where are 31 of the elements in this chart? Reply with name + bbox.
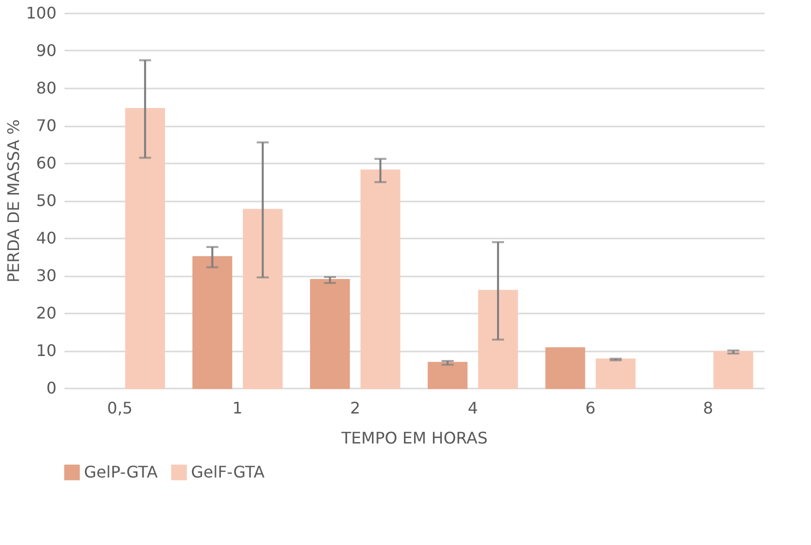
bar bbox=[360, 170, 400, 389]
bar bbox=[478, 290, 518, 389]
y-tick-label: 60 bbox=[36, 154, 56, 172]
bar bbox=[545, 347, 586, 389]
bar bbox=[713, 351, 754, 389]
y-tick-label: 20 bbox=[36, 304, 56, 322]
y-tick-label: 40 bbox=[36, 228, 56, 248]
x-tick-label: 8 bbox=[703, 398, 714, 418]
x-tick-label: 4 bbox=[468, 398, 478, 418]
y-tick-label: 0 bbox=[46, 378, 56, 398]
y-axis-title: PERDA DE MASSA % bbox=[4, 119, 23, 283]
y-tick-label: 100 bbox=[26, 4, 56, 22]
x-tick-label: 1 bbox=[232, 398, 243, 418]
x-tick-label: 0,5 bbox=[107, 398, 133, 418]
legend-label: GelF-GTA bbox=[191, 462, 265, 482]
y-tick-label: 90 bbox=[36, 41, 56, 60]
y-tick-label: 70 bbox=[36, 116, 56, 135]
x-axis-title: TEMPO EM HORAS bbox=[340, 428, 488, 448]
y-tick-label: 10 bbox=[36, 341, 56, 360]
legend-label: GelP-GTA bbox=[84, 462, 158, 482]
bar bbox=[428, 362, 468, 389]
bar bbox=[310, 279, 350, 389]
bar bbox=[192, 256, 232, 389]
bar bbox=[125, 108, 165, 389]
x-tick-label: 6 bbox=[585, 398, 596, 418]
y-tick-label: 30 bbox=[36, 266, 56, 285]
y-tick-label: 50 bbox=[36, 191, 56, 210]
x-tick-label: 2 bbox=[350, 398, 360, 418]
y-tick-label: 80 bbox=[36, 78, 56, 98]
bar bbox=[596, 358, 636, 389]
bar bbox=[242, 208, 283, 389]
